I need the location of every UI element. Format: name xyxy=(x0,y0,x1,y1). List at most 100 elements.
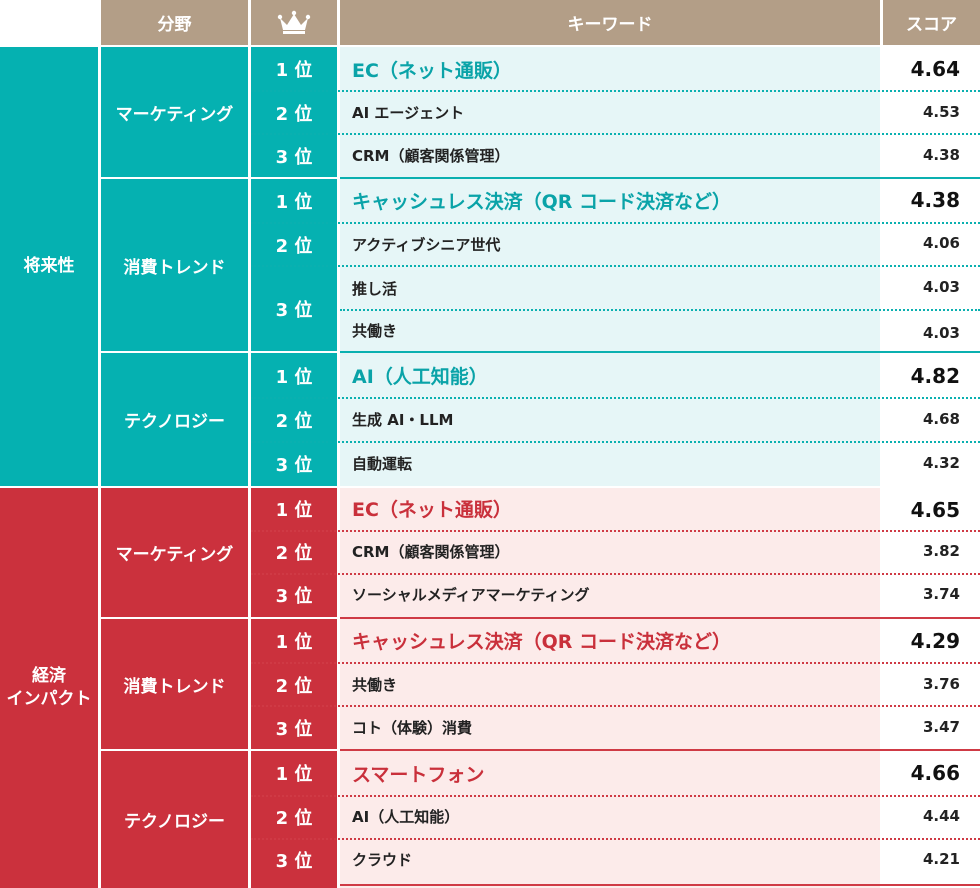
rank-label: 3 位 xyxy=(275,718,313,740)
rank-label: 1 位 xyxy=(275,764,313,785)
rank-label: 1 位 xyxy=(275,60,313,81)
score-value: 4.82 xyxy=(910,364,960,388)
row-divider xyxy=(251,573,980,575)
keyword-text: 共働き xyxy=(352,675,398,694)
keyword-text: AI（人工知能） xyxy=(352,807,460,826)
keyword-text: 推し活 xyxy=(352,279,398,298)
keyword-text: EC（ネット通販） xyxy=(352,498,512,521)
keyword-text: キャッシュレス決済（QR コード決済など） xyxy=(352,190,732,213)
score-value: 4.44 xyxy=(922,807,960,825)
rank-label: 3 位 xyxy=(275,299,313,321)
score-cell-bg xyxy=(883,619,980,749)
row-divider xyxy=(251,133,980,135)
score-value: 3.82 xyxy=(922,542,960,560)
row-divider xyxy=(251,795,980,797)
score-value: 4.38 xyxy=(922,146,960,164)
rank-label: 3 位 xyxy=(275,455,313,476)
field-divider xyxy=(340,351,980,353)
keyword-text: ソーシャルメディアマーケティング xyxy=(352,585,590,604)
row-divider xyxy=(251,265,980,267)
score-value: 4.21 xyxy=(922,850,960,868)
score-value: 4.53 xyxy=(922,103,960,121)
keyword-text: CRM（顧客関係管理） xyxy=(352,146,510,165)
rank-label: 2 位 xyxy=(275,675,313,697)
field-label: 消費トレンド xyxy=(101,619,248,749)
score-value: 4.68 xyxy=(922,410,960,428)
row-divider xyxy=(251,441,980,443)
keyword-text: AI（人工知能） xyxy=(352,365,488,388)
keyword-cell-bg xyxy=(340,353,880,486)
rank-label: 2 位 xyxy=(275,411,313,432)
rank-label: 2 位 xyxy=(275,103,313,125)
score-value: 3.74 xyxy=(922,585,960,603)
bottom-divider xyxy=(340,884,980,886)
rank-column xyxy=(251,47,337,177)
score-value: 3.47 xyxy=(922,718,960,736)
header-rank xyxy=(251,0,337,45)
keyword-text: 共働き xyxy=(352,321,398,340)
keyword-text: 生成 AI・LLM xyxy=(352,410,454,429)
category-label: 将来性 xyxy=(0,47,98,486)
field-divider xyxy=(340,617,980,619)
category-label: 経済 インパクト xyxy=(0,488,98,888)
score-cell-bg xyxy=(883,488,980,617)
score-cell-bg xyxy=(883,353,980,486)
score-value: 4.38 xyxy=(910,188,960,212)
header-keyword: キーワード xyxy=(340,0,880,45)
rank-label: 3 位 xyxy=(275,146,313,168)
score-value: 4.32 xyxy=(922,454,960,472)
keyword-text: クラウド xyxy=(352,850,413,869)
keyword-text: 自動運転 xyxy=(352,454,413,473)
row-divider xyxy=(340,309,980,311)
score-value: 4.29 xyxy=(910,629,960,653)
header-score: スコア xyxy=(883,0,980,45)
row-divider xyxy=(251,397,980,399)
rank-column xyxy=(251,619,337,749)
score-value: 4.64 xyxy=(910,57,960,81)
field-label: テクノロジー xyxy=(101,353,248,486)
field-divider xyxy=(340,749,980,751)
row-divider xyxy=(251,90,980,92)
score-value: 3.76 xyxy=(922,675,960,693)
rank-label: 3 位 xyxy=(275,586,313,607)
field-label: テクノロジー xyxy=(101,751,248,888)
score-value: 4.65 xyxy=(910,498,960,522)
keyword-cell-bg xyxy=(340,47,880,177)
row-divider xyxy=(251,662,980,664)
score-cell-bg xyxy=(883,751,980,888)
keyword-text: コト（体験）消費 xyxy=(352,718,473,737)
rank-column xyxy=(251,353,337,486)
keyword-text: アクティブシニア世代 xyxy=(352,235,501,254)
rank-label: 1 位 xyxy=(275,632,313,653)
field-label: 消費トレンド xyxy=(101,179,248,351)
rank-label: 2 位 xyxy=(275,235,313,257)
rank-label: 1 位 xyxy=(275,500,313,521)
rank-column xyxy=(251,488,337,617)
keyword-text: スマートフォン xyxy=(352,763,485,786)
field-divider xyxy=(340,177,980,179)
score-value: 4.03 xyxy=(922,278,960,296)
score-value: 4.06 xyxy=(922,234,960,252)
field-label: マーケティング xyxy=(101,488,248,617)
row-divider xyxy=(251,705,980,707)
header-field: 分野 xyxy=(101,0,248,45)
keyword-cell-bg xyxy=(340,488,880,617)
keyword-cell-bg xyxy=(340,751,880,888)
field-label: マーケティング xyxy=(101,47,248,177)
keyword-text: キャッシュレス決済（QR コード決済など） xyxy=(352,630,732,653)
keyword-text: EC（ネット通販） xyxy=(352,59,512,82)
row-divider xyxy=(251,222,980,224)
row-divider xyxy=(251,530,980,532)
score-value: 4.66 xyxy=(910,761,960,785)
rank-column xyxy=(251,751,337,888)
rank-label: 1 位 xyxy=(275,366,313,388)
rank-label: 2 位 xyxy=(275,542,313,564)
keyword-cell-bg xyxy=(340,619,880,749)
rank-label: 1 位 xyxy=(275,192,313,213)
row-divider xyxy=(251,838,980,840)
crown-icon xyxy=(277,10,311,34)
keyword-text: CRM（顧客関係管理） xyxy=(352,542,510,561)
rank-label: 3 位 xyxy=(275,851,313,872)
score-value: 4.03 xyxy=(922,324,960,342)
keyword-text: AI エージェント xyxy=(352,103,465,122)
